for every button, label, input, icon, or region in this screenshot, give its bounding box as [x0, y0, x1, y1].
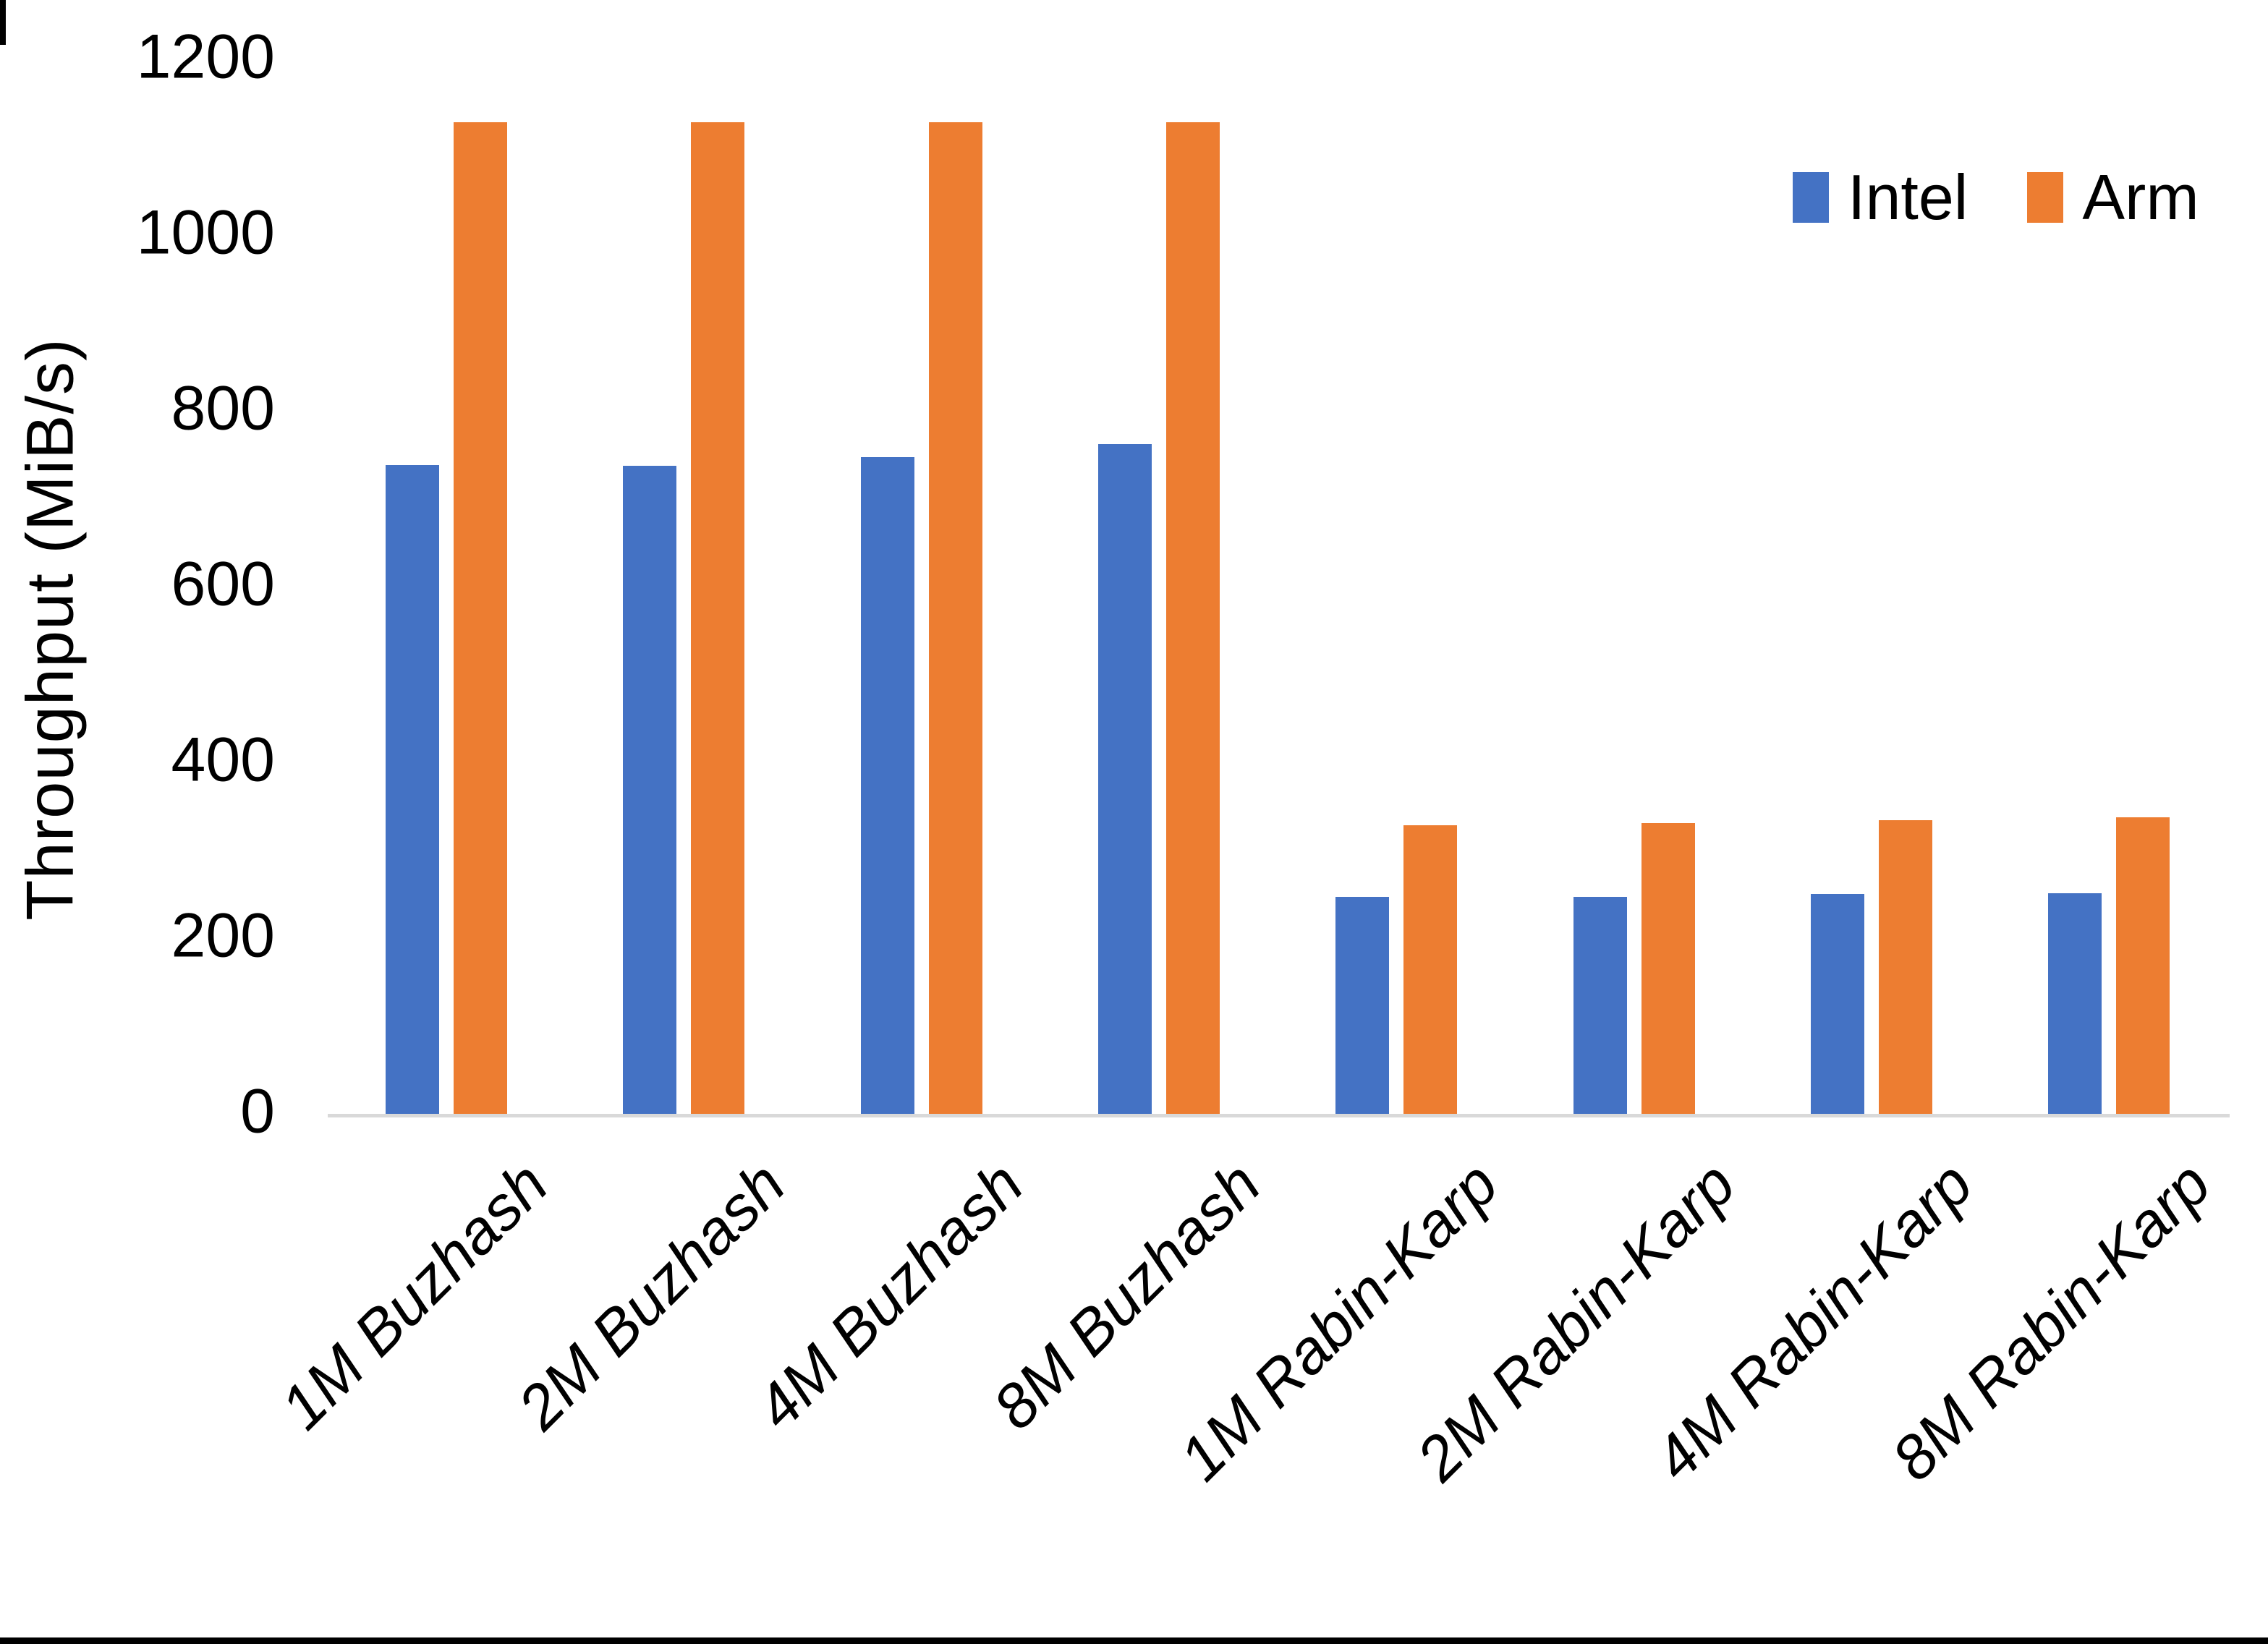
bar-arm-4m-buzhash: [928, 122, 982, 1114]
y-tick-label-1000: 1000: [136, 197, 275, 268]
legend-swatch-intel: [1793, 172, 1829, 223]
bar-intel-1m-rabin-karp: [1335, 896, 1390, 1114]
bar-intel-8m-buzhash: [1097, 443, 1152, 1114]
legend-item-intel: Intel: [1793, 161, 1968, 234]
bar-intel-2m-rabin-karp: [1573, 896, 1627, 1114]
x-axis-line: [328, 1114, 2230, 1117]
legend-label-arm: Arm: [2082, 161, 2199, 233]
y-tick-label-600: 600: [171, 549, 276, 619]
bar-arm-1m-rabin-karp: [1403, 825, 1458, 1114]
bar-intel-4m-buzhash: [860, 457, 914, 1114]
legend: Intel Arm: [1793, 161, 2199, 234]
y-tick-label-200: 200: [171, 900, 276, 971]
legend-label-intel: Intel: [1848, 161, 1968, 233]
bar-arm-8m-buzhash: [1165, 122, 1220, 1114]
bar-arm-8m-rabin-karp: [2116, 817, 2170, 1114]
bar-arm-2m-buzhash: [691, 122, 745, 1114]
y-tick-label-0: 0: [240, 1076, 275, 1146]
bar-intel-2m-buzhash: [623, 466, 677, 1114]
legend-item-arm: Arm: [2027, 161, 2199, 234]
bar-arm-1m-buzhash: [454, 122, 507, 1114]
screen-edge-artifact-bottom: [0, 1637, 2268, 1644]
bar-intel-1m-buzhash: [386, 465, 439, 1114]
y-tick-label-1200: 1200: [136, 22, 275, 92]
bar-arm-2m-rabin-karp: [1641, 822, 1695, 1114]
y-tick-label-400: 400: [171, 725, 276, 795]
screen-edge-artifact-top-left: [0, 0, 6, 45]
y-tick-label-800: 800: [171, 373, 276, 443]
legend-swatch-arm: [2027, 172, 2064, 223]
bar-arm-4m-rabin-karp: [1878, 820, 1932, 1114]
bar-intel-4m-rabin-karp: [1810, 894, 1864, 1114]
bar-intel-8m-rabin-karp: [2048, 893, 2102, 1114]
